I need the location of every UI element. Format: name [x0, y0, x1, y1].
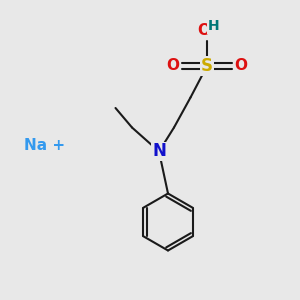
- Text: O: O: [167, 58, 180, 74]
- Text: O: O: [234, 58, 248, 74]
- Text: N: N: [152, 142, 166, 160]
- Text: Na +: Na +: [24, 138, 66, 153]
- Text: H: H: [208, 19, 219, 33]
- Text: S: S: [201, 57, 213, 75]
- Text: O: O: [197, 23, 210, 38]
